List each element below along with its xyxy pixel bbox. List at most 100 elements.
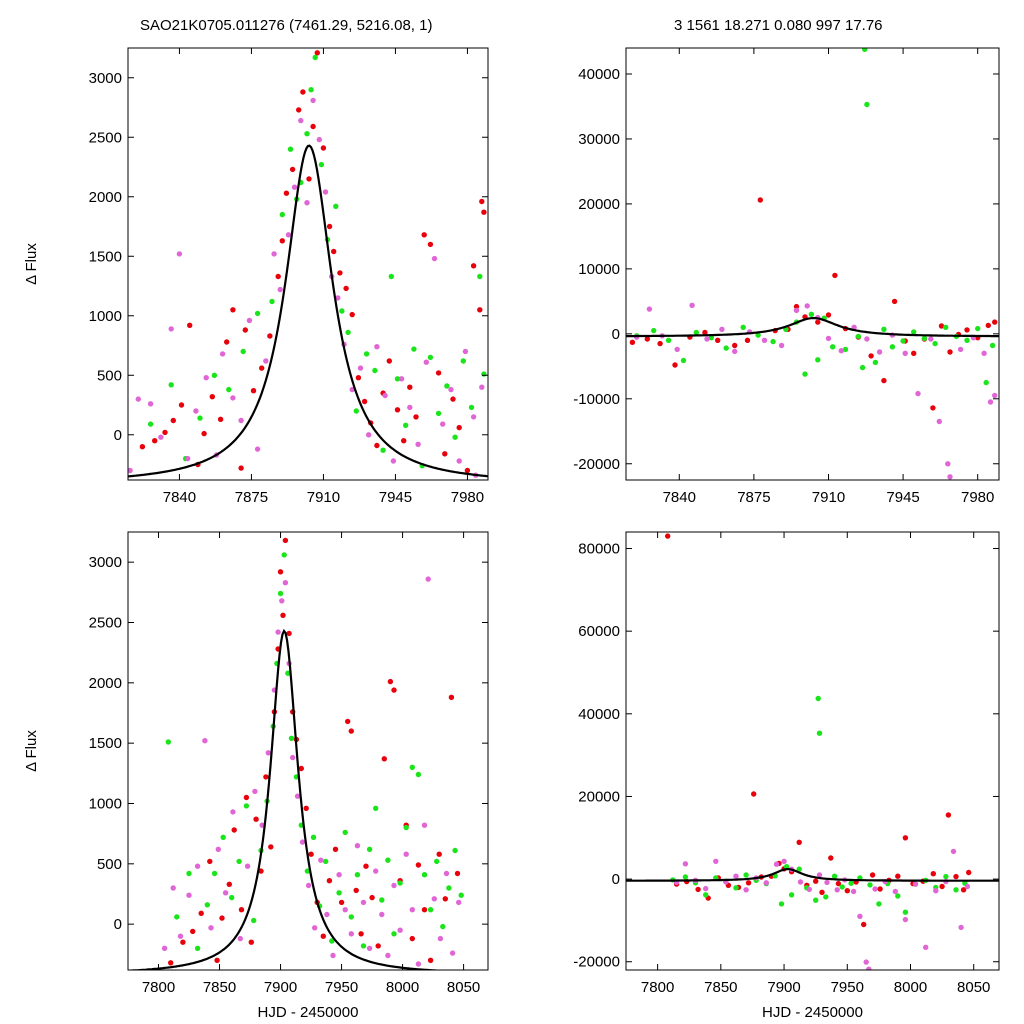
data-point-magenta — [449, 950, 456, 956]
data-point-red — [629, 339, 636, 345]
data-point-green — [848, 880, 854, 886]
data-point-green — [318, 161, 325, 168]
data-point-red — [644, 336, 650, 342]
x-tick-label: 8050 — [957, 979, 990, 996]
y-tick-label: 1500 — [89, 735, 122, 752]
data-point-red — [180, 939, 186, 945]
data-point-red — [421, 907, 428, 913]
data-point-red — [349, 311, 355, 318]
data-point-magenta — [310, 97, 316, 104]
data-point-green — [304, 131, 310, 137]
y-axis-label: Δ Flux — [23, 730, 40, 772]
plot-frame — [127, 531, 489, 971]
data-point-red — [869, 872, 876, 878]
data-point-magenta — [335, 295, 341, 301]
data-point-green — [682, 874, 689, 880]
data-point-magenta — [322, 189, 329, 195]
data-point-magenta — [958, 924, 964, 931]
data-point-magenta — [773, 861, 780, 867]
data-point-green — [427, 907, 434, 913]
data-point-green — [932, 340, 938, 347]
data-point-green — [333, 203, 339, 209]
data-point-magenta — [824, 879, 830, 886]
data-point-red — [732, 342, 738, 349]
data-point-red — [657, 340, 663, 347]
data-point-magenta — [366, 945, 373, 951]
panel-bottom-left: 7800 7850 7900 7950 8000 8050 0 500 1000 1500 2000… — [23, 531, 489, 1021]
header-object-info: SAO21K0705.011276 (7461.29, 5216.08, 1) — [140, 17, 432, 34]
panel-bottom-right: 7800 7850 7900 7950 8000 8050 -20000 0 20000 4000… — [573, 531, 1000, 1021]
data-point-red — [279, 238, 285, 244]
data-point-green — [363, 351, 370, 357]
data-point-magenta — [373, 868, 379, 874]
data-point-magenta — [194, 863, 201, 869]
data-point-green — [708, 335, 714, 341]
data-point-red — [238, 907, 245, 913]
data-point-red — [947, 349, 953, 355]
data-point-red — [448, 694, 455, 700]
data-point-magenta — [265, 750, 271, 756]
data-point-red — [217, 416, 224, 422]
data-point-magenta — [902, 916, 909, 923]
data-point-green — [788, 892, 795, 898]
data-point-magenta — [964, 883, 971, 890]
data-point-red — [409, 935, 415, 942]
data-point-green — [902, 909, 909, 915]
data-point-red — [343, 285, 349, 292]
data-point-green — [360, 943, 367, 949]
data-point-magenta — [147, 401, 154, 407]
data-point-red — [911, 350, 917, 356]
data-point-red — [751, 791, 757, 797]
data-point-red — [796, 839, 802, 845]
data-point-green — [277, 590, 284, 597]
data-point-green — [989, 342, 996, 349]
data-point-red — [665, 533, 671, 539]
data-point-red — [985, 322, 991, 329]
data-point-red — [966, 869, 972, 876]
data-point-green — [723, 345, 729, 351]
data-point-red — [253, 816, 259, 822]
data-point-green — [339, 308, 345, 314]
data-point-red — [207, 858, 213, 865]
data-point-magenta — [781, 858, 787, 864]
data-point-magenta — [431, 255, 438, 262]
data-point-magenta — [305, 882, 312, 889]
data-point-green — [440, 923, 446, 930]
data-point-magenta — [437, 935, 444, 942]
data-point-green — [236, 858, 242, 865]
data-point-green — [211, 372, 218, 378]
data-point-green — [452, 847, 458, 854]
data-point-green — [842, 346, 849, 353]
data-point-red — [939, 883, 945, 890]
data-point-red — [744, 337, 751, 343]
data-point-red — [369, 894, 375, 901]
data-point-green — [427, 354, 434, 361]
data-point-red — [413, 414, 419, 420]
data-point-magenta — [357, 365, 364, 371]
data-point-red — [938, 323, 945, 329]
data-point-red — [296, 107, 302, 113]
data-point-red — [358, 931, 364, 937]
y-tick-label: 60000 — [578, 623, 620, 640]
data-point-magenta — [215, 846, 221, 852]
plot-area — [128, 537, 464, 970]
data-point-red — [267, 333, 273, 339]
data-point-magenta — [838, 348, 844, 354]
data-point-magenta — [945, 461, 951, 467]
data-point-magenta — [462, 348, 469, 355]
data-point-green — [394, 376, 401, 382]
data-point-magenta — [277, 286, 283, 293]
data-point-magenta — [704, 336, 710, 342]
data-point-green — [397, 880, 403, 886]
data-point-magenta — [733, 873, 739, 879]
data-point-red — [477, 307, 483, 313]
data-point-red — [456, 424, 462, 431]
data-point-red — [387, 678, 394, 685]
data-point-red — [374, 442, 380, 449]
data-point-green — [348, 914, 354, 920]
data-point-green — [312, 54, 318, 61]
data-point-red — [201, 430, 207, 437]
data-point-green — [444, 383, 450, 389]
data-point-green — [194, 945, 201, 951]
data-point-red — [320, 933, 326, 939]
